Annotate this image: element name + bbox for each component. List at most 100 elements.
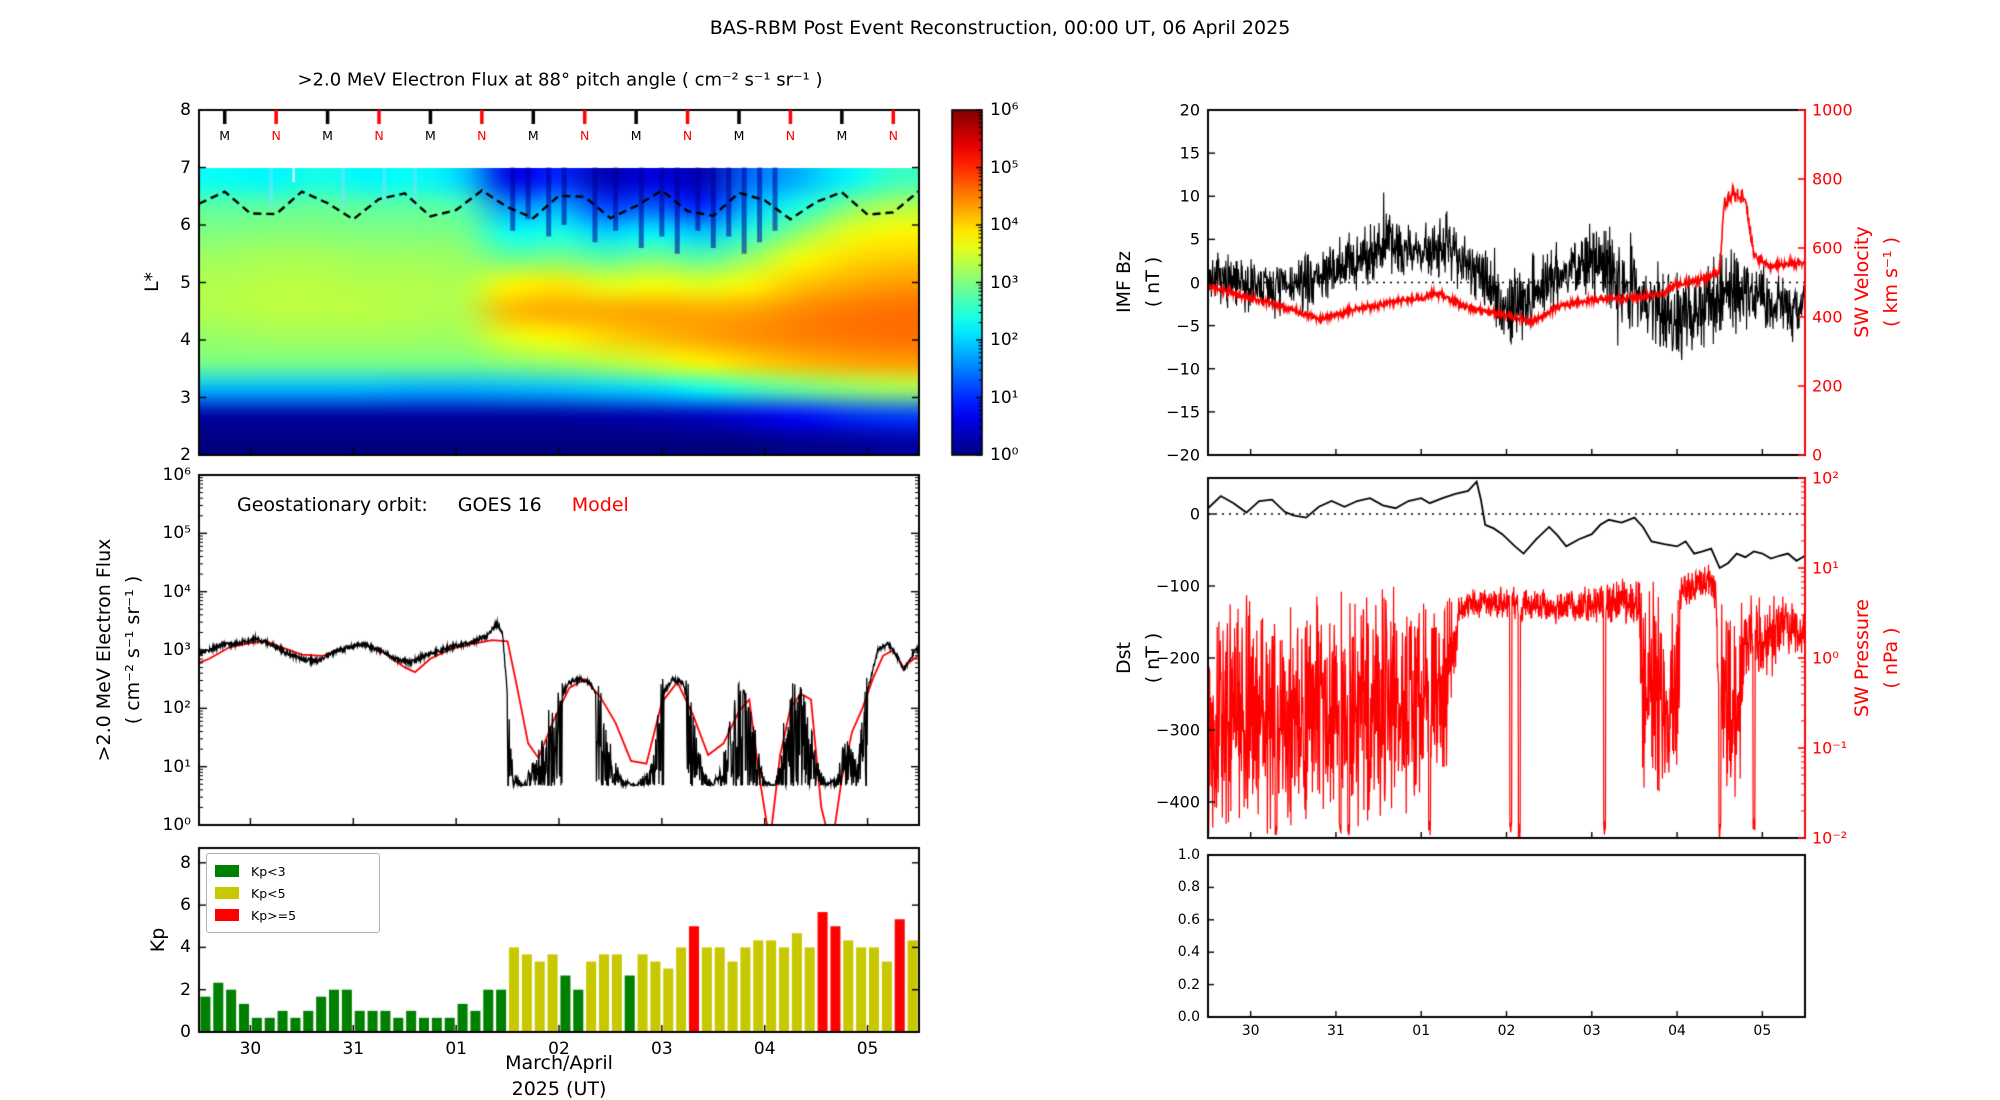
- heatmap-y-tick-label: 5: [180, 272, 191, 293]
- sw-velocity-label-line1: SW Velocity: [1851, 226, 1873, 338]
- kp-legend-swatch: [215, 909, 239, 921]
- orbit-marker-label: M: [733, 128, 745, 143]
- orbit-marker-label: M: [425, 128, 436, 143]
- x-tick-label: 05: [856, 1039, 879, 1059]
- heatmap-y-tick-label: 7: [180, 157, 191, 178]
- orbit-marker-label: N: [785, 128, 796, 143]
- kp-legend-label: Kp<3: [251, 863, 286, 879]
- orbit-marker-label: N: [888, 128, 898, 143]
- colorbar-tick-label: 10⁶: [990, 100, 1019, 120]
- flux-annotation: Geostationary orbit: GOES 16 Model: [237, 494, 659, 516]
- sw-velocity-label-line2: ( km s⁻¹ ): [1880, 237, 1902, 327]
- heatmap-y-tick-label: 6: [180, 215, 191, 235]
- imf-y-tick-label: 0: [1189, 273, 1200, 292]
- series-model-label: Model: [571, 494, 629, 516]
- x-tick-label: 01: [445, 1039, 467, 1059]
- empty-panel-y-tick-label: 0.2: [1177, 976, 1200, 993]
- sw-pressure-tick-label: 10¹: [1812, 558, 1839, 578]
- kp-y-tick-label: 4: [180, 937, 191, 958]
- orbit-marker-label: M: [219, 128, 231, 143]
- dst-y-tick-label: −100: [1156, 576, 1200, 596]
- orbit-marker-label: N: [477, 128, 487, 143]
- orbit-marker-label: N: [682, 128, 693, 143]
- x-tick-label: 31: [342, 1039, 365, 1059]
- kp-ylabel: Kp: [147, 927, 169, 953]
- kp-legend-label: Kp<5: [251, 885, 286, 901]
- colorbar-tick-label: 10⁰: [990, 445, 1019, 465]
- empty-panel-y-tick-label: 0.6: [1177, 911, 1200, 928]
- x-tick-label: 05: [1753, 1023, 1772, 1039]
- x-tick-label: 02: [548, 1039, 570, 1059]
- flux-y-tick-label: 10²: [162, 698, 191, 719]
- sw-velocity-tick-label: 800: [1812, 169, 1843, 189]
- dst-y-tick-label: −200: [1156, 648, 1200, 668]
- x-tick-label: 02: [1497, 1023, 1516, 1039]
- flux-y-tick-label: 10⁴: [162, 581, 191, 602]
- imf-bz-label-line1: IMF Bz: [1113, 251, 1135, 313]
- orbit-marker-label: N: [271, 128, 281, 143]
- imf-y-tick-label: −10: [1166, 359, 1200, 379]
- flux-ylabel-line2: ( cm⁻² s⁻¹ sr⁻¹ ): [122, 575, 144, 725]
- empty-panel-y-tick-label: 0.4: [1177, 944, 1200, 961]
- orbit-marker-label: M: [630, 128, 642, 143]
- sw-pressure-tick-label: 10⁻²: [1812, 828, 1848, 848]
- colorbar-tick-label: 10²: [990, 330, 1019, 350]
- kp-legend-swatch: [215, 887, 239, 899]
- heatmap-ylabel: L*: [141, 271, 163, 293]
- orbit-marker-label: N: [580, 128, 590, 143]
- kp-legend-swatch: [215, 865, 239, 877]
- imf-bz-label-line2: ( nT ): [1142, 256, 1164, 308]
- sw-velocity-tick-label: 0: [1812, 445, 1823, 465]
- kp-y-tick-label: 6: [180, 895, 191, 916]
- colorbar-tick-label: 10³: [990, 272, 1019, 293]
- heatmap-y-tick-label: 3: [180, 387, 191, 408]
- kp-legend-item: Kp<3: [215, 860, 371, 882]
- kp-legend-item: Kp<5: [215, 882, 371, 904]
- kp-legend-item: Kp>=5: [215, 904, 371, 926]
- dst-y-tick-label: −300: [1156, 720, 1200, 740]
- orbit-marker-label: M: [527, 128, 539, 143]
- dst-label-line1: Dst: [1113, 642, 1135, 674]
- colorbar-tick-label: 10⁴: [990, 215, 1019, 235]
- colorbar-tick-label: 10⁵: [990, 157, 1019, 178]
- sw-velocity-tick-label: 600: [1812, 238, 1843, 258]
- empty-panel-y-tick-label: 0.8: [1177, 879, 1200, 896]
- imf-y-tick-label: −20: [1166, 445, 1200, 465]
- dst-y-tick-label: 0: [1189, 504, 1200, 524]
- orbit-marker-label: M: [322, 128, 333, 143]
- x-tick-label: 30: [1241, 1023, 1260, 1039]
- x-tick-label: 04: [753, 1039, 776, 1059]
- kp-y-tick-label: 2: [180, 979, 191, 1000]
- sw-pressure-label-line1: SW Pressure: [1851, 598, 1873, 718]
- colorbar-tick-label: 10¹: [990, 387, 1019, 408]
- orbit-marker-label: M: [836, 128, 848, 143]
- orbit-marker-label: N: [374, 128, 384, 143]
- xlabel-line1: March/April: [505, 1052, 613, 1074]
- imf-y-tick-label: 5: [1189, 229, 1200, 249]
- series-goes16-label: GOES 16: [457, 494, 542, 516]
- flux-y-tick-label: 10⁵: [162, 523, 191, 544]
- flux-y-tick-label: 10¹: [162, 756, 191, 777]
- heatmap-title: >2.0 MeV Electron Flux at 88° pitch angl…: [297, 69, 823, 91]
- imf-y-tick-label: 20: [1179, 100, 1200, 120]
- x-tick-label: 30: [239, 1039, 262, 1059]
- imf-y-tick-label: 15: [1179, 143, 1200, 163]
- x-tick-label: 04: [1668, 1023, 1686, 1039]
- heatmap-y-tick-label: 8: [180, 100, 191, 120]
- imf-y-tick-label: 10: [1179, 186, 1200, 206]
- empty-panel-y-tick-label: 1.0: [1177, 847, 1200, 863]
- x-tick-label: 31: [1327, 1023, 1345, 1039]
- sw-velocity-tick-label: 1000: [1812, 100, 1853, 120]
- sw-pressure-tick-label: 10²: [1812, 468, 1839, 488]
- kp-legend-label: Kp>=5: [251, 907, 297, 923]
- sw-pressure-label-line2: ( nPa ): [1880, 627, 1902, 689]
- x-tick-label: 03: [651, 1039, 673, 1059]
- xlabel-line2: 2025 (UT): [511, 1078, 607, 1100]
- kp-legend: Kp<3 Kp<5 Kp>=5: [206, 853, 380, 933]
- flux-y-tick-label: 10³: [162, 640, 191, 660]
- imf-y-tick-label: −15: [1166, 402, 1200, 422]
- empty-panel-y-tick-label: 0.0: [1177, 1009, 1200, 1025]
- imf-y-tick-label: −5: [1176, 316, 1200, 336]
- x-tick-label: 03: [1582, 1023, 1601, 1039]
